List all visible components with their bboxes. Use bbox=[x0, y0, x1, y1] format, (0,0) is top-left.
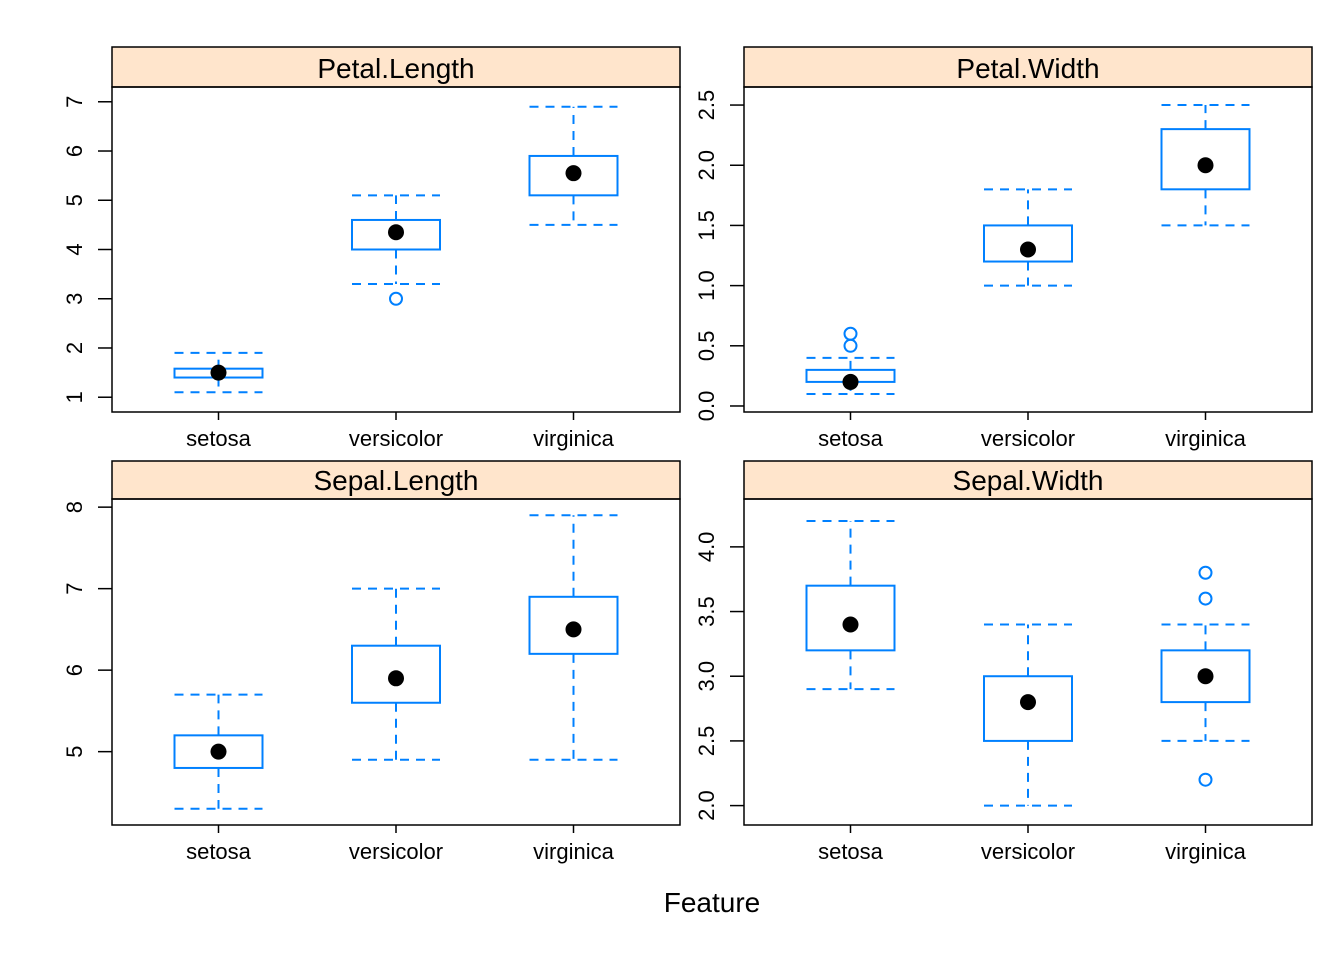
y-tick-label: 1.5 bbox=[694, 210, 719, 241]
y-tick-label: 1.0 bbox=[694, 270, 719, 301]
x-tick-label: setosa bbox=[186, 839, 252, 864]
panel-strip bbox=[111, 460, 681, 500]
y-tick-label: 2.5 bbox=[694, 726, 719, 757]
y-tick-label: 5 bbox=[62, 746, 87, 758]
outlier-point bbox=[1198, 772, 1213, 787]
y-tick-label: 4.0 bbox=[694, 532, 719, 563]
median-dot bbox=[565, 621, 582, 638]
panel-title: Petal.Width bbox=[956, 53, 1099, 84]
median-dot bbox=[565, 165, 582, 182]
box-versicolor bbox=[983, 623, 1073, 807]
box-setosa bbox=[805, 519, 896, 691]
x-tick-label: versicolor bbox=[349, 839, 443, 864]
y-tick-label: 2 bbox=[62, 342, 87, 354]
y-tick-label: 2.0 bbox=[694, 150, 719, 181]
box-virginica bbox=[1160, 104, 1251, 227]
x-tick-label: virginica bbox=[1165, 426, 1246, 451]
panel-title: Sepal.Width bbox=[953, 465, 1104, 496]
median-dot bbox=[1020, 241, 1036, 258]
y-tick-label: 0.0 bbox=[694, 391, 719, 422]
x-axis-label: Feature bbox=[664, 887, 761, 918]
median-dot bbox=[210, 743, 227, 760]
y-tick-label: 7 bbox=[62, 583, 87, 595]
box-versicolor bbox=[351, 194, 441, 306]
median-dot bbox=[842, 373, 859, 390]
box-setosa bbox=[173, 693, 264, 810]
y-tick-label: 2.0 bbox=[694, 790, 719, 821]
median-dot bbox=[388, 670, 404, 687]
x-tick-label: setosa bbox=[818, 426, 884, 451]
box-versicolor bbox=[351, 587, 441, 761]
iqr-box bbox=[1160, 649, 1251, 704]
x-tick-label: setosa bbox=[186, 426, 252, 451]
outlier-point bbox=[1198, 591, 1213, 606]
y-tick-label: 3.0 bbox=[694, 661, 719, 692]
y-tick-label: 6 bbox=[62, 664, 87, 676]
y-tick-label: 5 bbox=[62, 194, 87, 206]
y-tick-label: 6 bbox=[62, 145, 87, 157]
median-dot bbox=[1197, 157, 1214, 174]
outlier-point bbox=[389, 291, 403, 306]
x-tick-label: setosa bbox=[818, 839, 884, 864]
x-tick-label: versicolor bbox=[349, 426, 443, 451]
panel-title: Petal.Length bbox=[317, 53, 474, 84]
median-dot bbox=[1197, 668, 1214, 685]
panel-strip bbox=[743, 46, 1313, 88]
y-tick-label: 3.5 bbox=[694, 596, 719, 627]
y-tick-label: 2.5 bbox=[694, 90, 719, 121]
box-virginica bbox=[528, 105, 619, 226]
panel-sepal-width: Sepal.Width 2.0 2.5 3.0 3.5 4.0 setosa versicol… bbox=[694, 460, 1313, 864]
outlier-point bbox=[843, 338, 858, 353]
y-tick-label: 8 bbox=[62, 501, 87, 513]
box-virginica bbox=[528, 514, 619, 761]
panel-sepal-length: Sepal.Length 5 6 7 8 setosa versicolor virginic… bbox=[62, 460, 681, 864]
y-tick-label: 0.5 bbox=[694, 330, 719, 361]
y-tick-label: 7 bbox=[62, 96, 87, 108]
median-dot bbox=[1020, 694, 1036, 711]
x-tick-label: virginica bbox=[1165, 839, 1246, 864]
panel-strip bbox=[111, 46, 681, 88]
box-setosa bbox=[805, 326, 896, 395]
y-tick-label: 3 bbox=[62, 293, 87, 305]
y-tick-label: 1 bbox=[62, 391, 87, 403]
panel-petal-length: Petal.Length 1 2 3 4 5 6 7 setosa versicolor virgi… bbox=[62, 46, 681, 451]
x-tick-label: versicolor bbox=[981, 426, 1075, 451]
panel-petal-width: Petal.Width 0.0 0.5 1.0 1.5 2.0 2.5 setosa versi… bbox=[694, 46, 1313, 451]
box-setosa bbox=[173, 351, 264, 394]
outlier-point bbox=[843, 326, 858, 341]
x-tick-label: virginica bbox=[533, 839, 614, 864]
panels-group: Petal.Length 1 2 3 4 5 6 7 setosa versicolor virgi… bbox=[62, 46, 1313, 864]
median-dot bbox=[210, 364, 227, 381]
median-dot bbox=[388, 224, 404, 241]
outlier-point bbox=[1198, 565, 1213, 580]
box-versicolor bbox=[983, 188, 1073, 287]
panel-strip bbox=[743, 460, 1313, 500]
x-tick-label: virginica bbox=[533, 426, 614, 451]
x-tick-label: versicolor bbox=[981, 839, 1075, 864]
panel-title: Sepal.Length bbox=[313, 465, 478, 496]
y-tick-label: 4 bbox=[62, 243, 87, 255]
box-virginica bbox=[1160, 565, 1251, 787]
median-dot bbox=[842, 616, 859, 633]
